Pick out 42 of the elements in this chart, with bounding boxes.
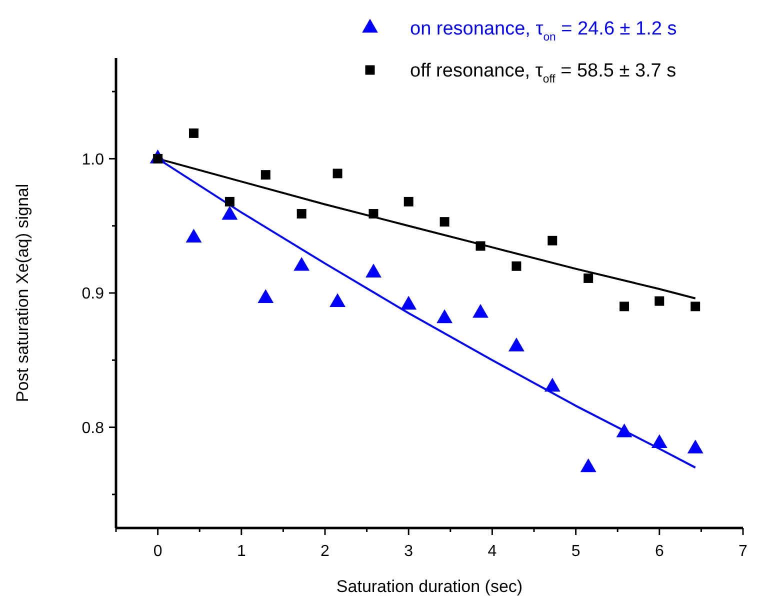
- point: [620, 302, 630, 312]
- x-axis-title: Saturation duration (sec): [336, 577, 523, 596]
- point: [476, 241, 486, 251]
- point: [580, 458, 596, 472]
- x-tick-label: 6: [654, 543, 664, 560]
- point: [472, 304, 488, 318]
- y-tick-label: 0.8: [82, 420, 104, 437]
- point: [330, 293, 346, 307]
- point: [508, 338, 524, 352]
- point: [654, 296, 664, 306]
- legend-label: on resonance, τ$_{on}$ = 24.6 ± 1.2 s: [410, 18, 677, 44]
- point: [260, 170, 270, 180]
- point: [548, 236, 558, 246]
- point: [616, 423, 632, 438]
- x-tick-label: 0: [153, 543, 162, 560]
- y-tick-label: 0.9: [82, 286, 104, 303]
- point: [440, 217, 450, 227]
- legend-label: off resonance, τ$_{off}$ = 58.5 ± 3.7 s: [410, 60, 676, 86]
- point: [332, 168, 342, 178]
- x-tick-label: 5: [571, 543, 580, 560]
- y-axis-title: Post saturation Xe(aq) signal: [13, 184, 32, 402]
- point: [690, 302, 700, 312]
- point: [651, 434, 668, 448]
- x-tick-label: 4: [488, 543, 497, 560]
- x-tick-label: 2: [320, 543, 330, 560]
- y-tick-label: 1.0: [82, 151, 104, 168]
- point: [512, 261, 522, 271]
- x-tick-label: 3: [404, 543, 414, 560]
- point: [436, 309, 453, 324]
- x-tick-label: 1: [236, 543, 246, 560]
- point: [258, 289, 274, 303]
- point: [368, 209, 378, 219]
- point: [404, 196, 414, 206]
- point: [544, 378, 560, 392]
- point: [224, 196, 234, 206]
- point: [400, 296, 417, 310]
- point: [584, 273, 594, 283]
- point: [687, 440, 704, 454]
- point: [296, 209, 306, 219]
- x-tick-label: 7: [738, 543, 748, 560]
- point: [189, 128, 198, 138]
- point: [366, 264, 382, 278]
